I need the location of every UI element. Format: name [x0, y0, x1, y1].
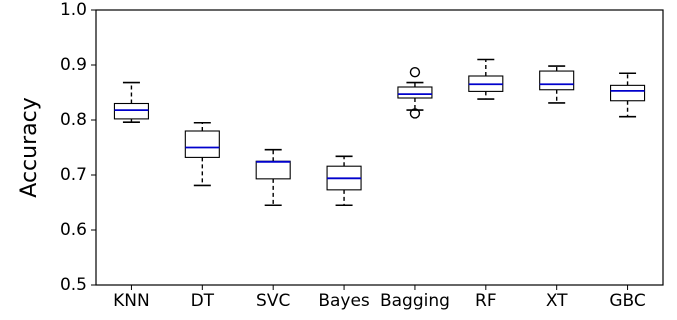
- y-axis: 0.5 0.6 0.7 0.8 0.9 1.0: [60, 0, 96, 295]
- x-tick-label: KNN: [113, 291, 150, 311]
- box-knn: [113, 81, 149, 123]
- y-tick-label: 0.8: [60, 110, 87, 130]
- y-tick-label: 0.9: [60, 55, 87, 75]
- outlier-point: [409, 66, 421, 78]
- box-svc: [255, 148, 291, 207]
- box-bagging: [397, 66, 433, 119]
- box-xt: [539, 65, 575, 104]
- y-tick-label: 0.5: [60, 275, 87, 295]
- x-tick-label: SVC: [256, 291, 290, 311]
- outlier-point: [409, 108, 421, 119]
- x-tick-label: GBC: [609, 291, 645, 311]
- y-tick-label: 1.0: [60, 0, 87, 20]
- box-rf: [468, 58, 504, 100]
- box-body: [113, 102, 149, 120]
- x-tick-label: RF: [475, 291, 497, 311]
- x-axis: KNN DT SVC Bayes Bagging RF XT GBC: [113, 285, 646, 311]
- box-bayes: [326, 155, 362, 207]
- y-tick-label: 0.7: [60, 165, 87, 185]
- box-body: [610, 84, 646, 102]
- boxes-layer: [113, 58, 646, 207]
- y-axis-label: Accuracy: [17, 97, 42, 197]
- box-body: [539, 70, 575, 91]
- x-tick-label: XT: [546, 291, 568, 311]
- x-tick-label: Bagging: [380, 291, 450, 311]
- box-body: [397, 86, 433, 99]
- x-tick-label: DT: [191, 291, 215, 311]
- plot-frame: [95, 9, 664, 286]
- box-body: [255, 160, 291, 180]
- box-body: [184, 130, 220, 158]
- y-tick-label: 0.6: [60, 220, 87, 240]
- x-tick-label: Bayes: [318, 291, 370, 311]
- box-dt: [184, 121, 220, 187]
- box-gbc: [610, 72, 646, 118]
